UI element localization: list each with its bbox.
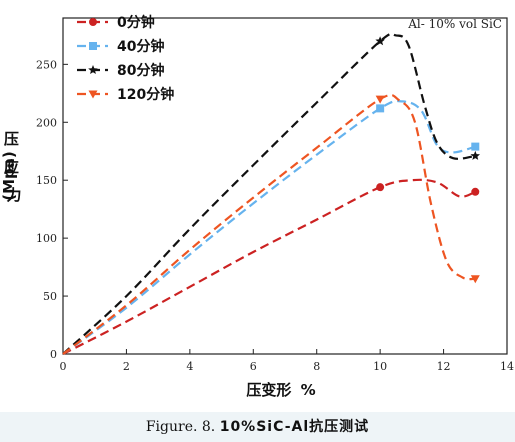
legend-label: 80分钟 bbox=[117, 62, 164, 79]
series-0 bbox=[62, 178, 480, 355]
y-tick-label: 50 bbox=[43, 290, 57, 303]
series-line bbox=[62, 178, 476, 355]
series-line bbox=[62, 99, 476, 355]
x-tick-label: 14 bbox=[500, 360, 514, 373]
data-point bbox=[471, 187, 480, 196]
x-axis-label-text: 压变形 bbox=[246, 381, 291, 399]
series-2 bbox=[62, 32, 480, 355]
series-line bbox=[62, 93, 476, 355]
data-point bbox=[471, 142, 480, 151]
legend-label: 0分钟 bbox=[117, 14, 155, 31]
legend-label: 40分钟 bbox=[117, 38, 164, 55]
y-axis-label-char: 应 bbox=[4, 158, 19, 176]
caption-title: 10%SiC-Al抗压测试 bbox=[219, 419, 370, 435]
y-axis-label-char: 力 bbox=[6, 186, 21, 204]
data-point bbox=[376, 104, 385, 113]
y-tick-label: 150 bbox=[36, 174, 57, 187]
figure-caption: Figure. 8. 10%SiC-Al抗压测试 bbox=[0, 416, 515, 436]
y-tick-label: 200 bbox=[36, 116, 57, 129]
legend: 0分钟 40分钟 80分钟 120分钟 bbox=[77, 14, 174, 103]
y-axis-label-text: 压 应 力 bbox=[4, 130, 24, 204]
x-axis: 0 2 4 6 8 10 12 14 bbox=[60, 349, 514, 373]
legend-marker bbox=[88, 90, 98, 99]
y-axis-label-char: 压 bbox=[4, 130, 19, 148]
legend-entry: 0分钟 bbox=[77, 14, 155, 31]
x-axis-label: 压变形 % bbox=[246, 381, 315, 399]
x-axis-label-unit: % bbox=[301, 381, 316, 399]
legend-marker bbox=[88, 65, 98, 74]
x-tick-label: 2 bbox=[123, 360, 130, 373]
caption-bar bbox=[0, 412, 515, 442]
data-point bbox=[375, 95, 385, 104]
x-tick-label: 12 bbox=[437, 360, 451, 373]
data-point bbox=[470, 275, 480, 284]
series-1 bbox=[62, 99, 480, 355]
legend-marker bbox=[89, 42, 97, 50]
caption-prefix: Figure. 8. bbox=[145, 419, 216, 435]
line-chart: 0 2 4 6 8 10 12 14 0 50 100 150 200 250 0分钟 40分钟 80分钟 1… bbox=[0, 14, 514, 399]
y-tick-label: 250 bbox=[36, 58, 57, 71]
x-tick-label: 0 bbox=[60, 360, 67, 373]
y-tick-label: 0 bbox=[50, 348, 57, 361]
legend-entry: 80分钟 bbox=[77, 62, 164, 79]
x-tick-label: 6 bbox=[250, 360, 257, 373]
annotation: Al- 10% vol SiC bbox=[407, 17, 502, 31]
y-axis: 0 50 100 150 200 250 bbox=[36, 58, 68, 361]
data-point bbox=[375, 36, 385, 46]
x-tick-label: 4 bbox=[186, 360, 193, 373]
legend-marker bbox=[89, 18, 97, 26]
y-tick-label: 100 bbox=[36, 232, 57, 245]
x-tick-label: 8 bbox=[313, 360, 320, 373]
series-3 bbox=[62, 93, 480, 355]
legend-label: 120分钟 bbox=[117, 86, 174, 103]
y-axis-label-unit: (Mpa) bbox=[0, 151, 18, 201]
data-point bbox=[376, 183, 385, 192]
data-point bbox=[470, 150, 480, 160]
x-tick-label: 10 bbox=[373, 360, 387, 373]
plot-frame bbox=[62, 17, 508, 355]
plot-area bbox=[62, 17, 508, 355]
legend-entry: 120分钟 bbox=[77, 86, 174, 103]
series-layer bbox=[62, 32, 480, 355]
legend-entry: 40分钟 bbox=[77, 38, 164, 55]
